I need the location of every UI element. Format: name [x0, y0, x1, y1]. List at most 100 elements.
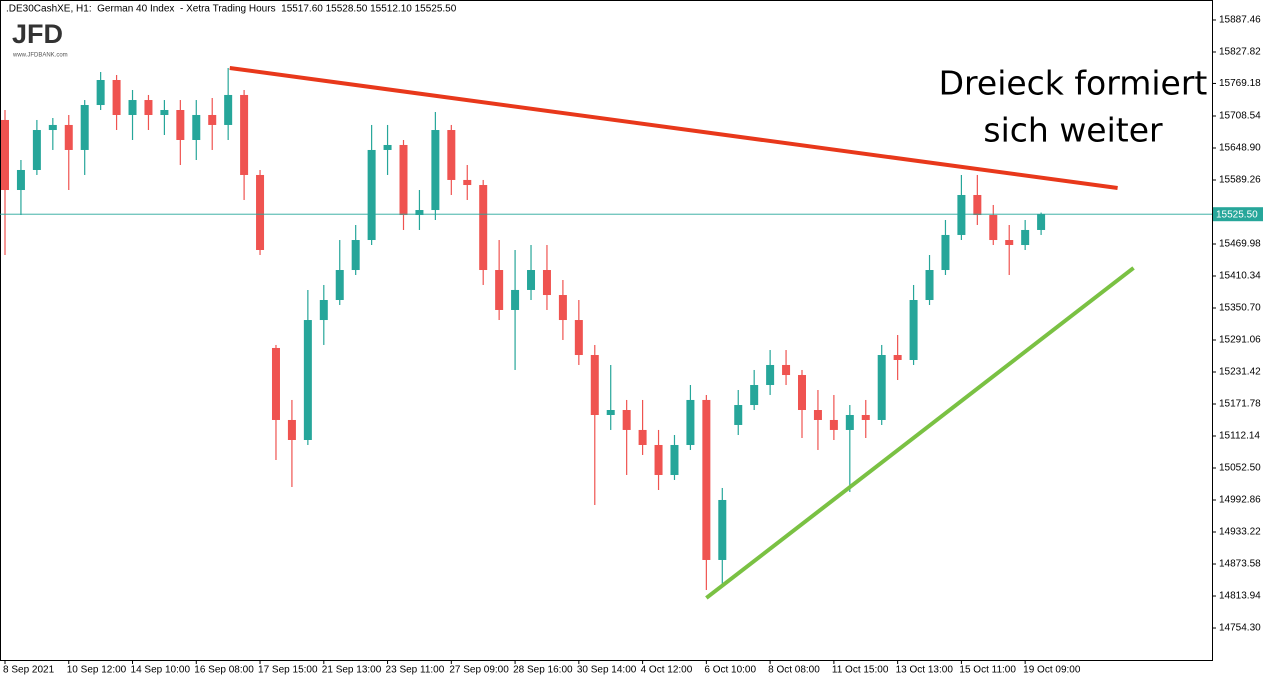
x-tick-label: 30 Sep 14:00 [577, 665, 637, 676]
candle-body [925, 270, 934, 301]
candle-body [845, 414, 854, 430]
chart-title: .DE30CashXE, H1: German 40 Index - Xetra… [6, 4, 457, 15]
candle-body [861, 414, 870, 420]
candle-body [638, 429, 647, 445]
x-tick-label: 13 Oct 13:00 [896, 665, 954, 676]
x-tick-label: 17 Sep 15:00 [258, 665, 318, 676]
candle-body [1021, 229, 1030, 246]
last-price-box [1213, 207, 1263, 222]
candle-body [558, 295, 567, 321]
x-tick-label: 21 Sep 13:00 [322, 665, 382, 676]
candle-body [877, 355, 886, 420]
candle-body [829, 419, 838, 430]
last-price-label: 15525.50 [1216, 209, 1258, 220]
candle-body [606, 410, 615, 415]
candle-body [128, 100, 137, 115]
candle-body [1, 119, 9, 191]
x-tick-label: 4 Oct 12:00 [641, 665, 693, 676]
y-tick-label: 15052.50 [1219, 463, 1261, 474]
candle-body [319, 300, 328, 321]
candle-body [208, 114, 217, 125]
y-tick-label: 15648.90 [1219, 143, 1261, 154]
x-tick-label: 8 Oct 08:00 [768, 665, 820, 676]
candle-body [590, 355, 599, 415]
annotation: sich weiter [983, 111, 1163, 150]
plot-frame [0, 0, 1213, 661]
candle-body [909, 300, 918, 360]
candle-body [734, 405, 743, 425]
candle-body [750, 385, 759, 406]
candle-body [303, 320, 312, 440]
candle-body [160, 110, 169, 115]
candle-body [192, 114, 201, 140]
y-tick-label: 15112.14 [1219, 431, 1260, 442]
logo-subtitle: www.JFDBANK.com [12, 53, 68, 59]
candle-body [511, 289, 520, 310]
x-tick-label: 19 Oct 09:00 [1023, 665, 1081, 676]
y-tick-label: 15887.46 [1219, 15, 1261, 26]
candle-body [989, 215, 998, 241]
y-tick-label: 14813.94 [1219, 591, 1261, 602]
candle-body [415, 210, 424, 216]
x-tick-label: 23 Sep 11:00 [386, 665, 445, 676]
candle-body [271, 347, 280, 420]
y-tick-label: 15469.98 [1219, 239, 1261, 250]
candle-body [80, 105, 89, 150]
candle-body [144, 100, 153, 115]
trendline [229, 66, 1118, 190]
candle-body [1037, 214, 1046, 230]
candle-body [542, 270, 551, 296]
y-tick-label: 15231.42 [1219, 367, 1261, 378]
x-tick-label: 10 Sep 12:00 [67, 665, 127, 676]
candle-body [686, 399, 695, 445]
candle-body [176, 110, 185, 140]
y-tick-label: 15769.18 [1219, 78, 1261, 89]
candle-body [335, 270, 344, 301]
candle-body [941, 234, 950, 271]
x-tick-label: 27 Sep 09:00 [449, 665, 509, 676]
candle-body [447, 130, 456, 180]
candle-body [718, 499, 727, 560]
y-tick-label: 15410.34 [1219, 271, 1261, 282]
candle-body [798, 375, 806, 411]
x-tick-label: 14 Sep 10:00 [131, 665, 191, 676]
candle-body [479, 185, 488, 271]
x-tick-label: 28 Sep 16:00 [513, 665, 573, 676]
candle-body [240, 94, 249, 175]
candle-body [383, 144, 392, 150]
candle-body [702, 399, 711, 560]
y-tick-label: 15589.26 [1219, 175, 1261, 186]
candle-body [973, 194, 982, 216]
y-tick-label: 15171.78 [1219, 399, 1261, 410]
candle-body [64, 124, 73, 150]
x-tick-label: 16 Sep 08:00 [194, 665, 254, 676]
candle-body [16, 169, 25, 191]
x-tick-label: 11 Oct 15:00 [832, 665, 889, 676]
y-tick-label: 15708.54 [1219, 111, 1261, 122]
candle-body [32, 130, 41, 170]
candle-body [463, 179, 472, 186]
candle-body [112, 80, 121, 115]
candle-body [574, 320, 583, 356]
candle-body [48, 124, 57, 131]
candle-body [813, 410, 822, 420]
candle-body [782, 364, 791, 376]
x-tick-label: 15 Oct 11:00 [959, 665, 1016, 676]
y-tick-label: 14873.58 [1219, 559, 1261, 570]
candle-body [622, 410, 631, 430]
x-tick-label: 6 Oct 10:00 [704, 665, 756, 676]
candle-body [96, 80, 105, 106]
candle-body [893, 355, 902, 360]
y-tick-label: 15827.82 [1219, 47, 1261, 58]
candle-body [351, 240, 360, 271]
candle-body [287, 419, 296, 440]
candle-body [399, 144, 408, 216]
candle-body [256, 174, 265, 250]
x-tick-label: 8 Sep 2021 [3, 665, 55, 676]
candle-body [431, 130, 440, 211]
candle-body [670, 444, 679, 475]
y-tick-label: 14992.86 [1219, 495, 1261, 506]
candle-body [527, 270, 536, 290]
candle-body [367, 149, 376, 241]
